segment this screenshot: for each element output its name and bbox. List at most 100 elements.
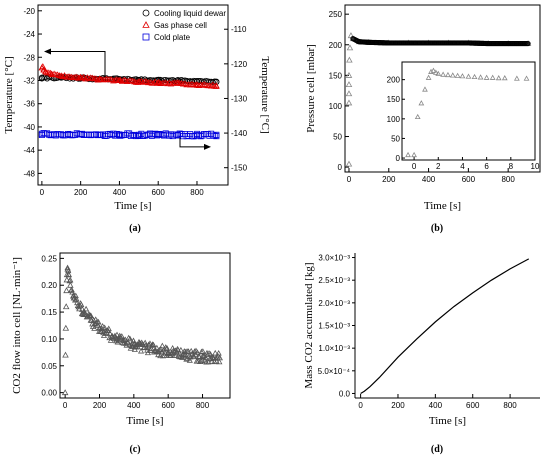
chart-c-point bbox=[196, 353, 203, 360]
chart-b-inset-point-0 bbox=[405, 151, 411, 158]
chart-c-xtick-label-3: 600 bbox=[162, 401, 176, 410]
chart-c-point bbox=[82, 311, 89, 317]
chart-a-ytick-right-label-3: -120 bbox=[231, 60, 248, 69]
chart-a-point bbox=[75, 74, 82, 81]
chart-b-xtick-label-0: 0 bbox=[347, 175, 352, 184]
chart-a-point bbox=[82, 75, 89, 82]
chart-a-point bbox=[185, 132, 192, 139]
chart-c-point-1 bbox=[62, 351, 69, 358]
chart-b-frame bbox=[344, 4, 541, 173]
chart-a-point bbox=[145, 79, 152, 86]
chart-b-inset-point-11 bbox=[445, 71, 451, 78]
chart-b-point-2 bbox=[345, 90, 353, 97]
chart-c-point bbox=[65, 271, 73, 278]
chart-c-point bbox=[91, 325, 98, 331]
chart-a-point bbox=[131, 78, 138, 85]
chart-a-point bbox=[169, 79, 177, 86]
chart-c-point bbox=[102, 330, 109, 336]
chart-c-point bbox=[181, 351, 189, 357]
chart-a-point bbox=[199, 81, 206, 88]
chart-b-inset-ytick-label-2: 100 bbox=[387, 115, 401, 124]
chart-c-point bbox=[90, 317, 97, 323]
chart-b-point-5 bbox=[346, 56, 353, 63]
chart-d-ytick-label-2: 1.0×10⁻³ bbox=[318, 344, 350, 353]
chart-b-point-0 bbox=[345, 160, 353, 167]
chart-a-point-2-2 bbox=[77, 131, 84, 138]
chart-c-point bbox=[78, 301, 85, 308]
chart-a-point bbox=[202, 130, 209, 137]
chart-c-point bbox=[126, 335, 134, 342]
chart-c-ylabel: CO2 flow into cell [NL·min⁻¹] bbox=[11, 257, 23, 394]
chart-b-xlabel: Time [s] bbox=[424, 200, 461, 212]
chart-d-series-line bbox=[360, 258, 530, 394]
chart-c-xtick-label-4: 800 bbox=[196, 401, 210, 410]
chart-b-inset-point-12 bbox=[449, 72, 456, 78]
chart-a-frame bbox=[37, 4, 229, 186]
chart-c-point bbox=[113, 331, 121, 338]
chart-b-inset-xtick-label-2: 4 bbox=[460, 162, 465, 171]
chart-b-inset-point-5 bbox=[425, 74, 432, 80]
chart-c-point bbox=[95, 318, 102, 325]
chart-a-point bbox=[150, 79, 157, 86]
chart-c-point bbox=[67, 276, 74, 283]
chart-a-point bbox=[103, 75, 110, 82]
chart-b-point-6 bbox=[346, 44, 354, 51]
chart-a-point bbox=[206, 132, 213, 139]
chart-a-point bbox=[195, 82, 203, 88]
chart-a-ylabel-right: Temperature [°C] bbox=[259, 56, 271, 133]
chart-d-ytick-label-6: 3.0×10⁻³ bbox=[318, 254, 350, 263]
chart-a-point-1-7 bbox=[96, 75, 104, 82]
chart-a-point bbox=[66, 73, 74, 80]
chart-b-inset-point-16 bbox=[471, 73, 478, 80]
chart-c-point bbox=[205, 358, 212, 365]
chart-a-point bbox=[70, 74, 77, 81]
chart-a-point bbox=[129, 77, 136, 84]
chart-b-series bbox=[345, 32, 532, 167]
chart-b-inset-point-14 bbox=[459, 73, 466, 79]
chart-a-point bbox=[122, 132, 129, 139]
chart-a-point-2-0 bbox=[38, 130, 45, 137]
chart-b-inset-xtick-label-1: 2 bbox=[436, 162, 441, 171]
chart-b-point bbox=[525, 40, 531, 47]
chart-d-ytick-label-5: 2.5×10⁻³ bbox=[318, 276, 350, 285]
chart-c-point-5 bbox=[63, 276, 71, 283]
chart-a-point-1-3 bbox=[42, 68, 50, 75]
chart-a-xtick-label-0: 0 bbox=[40, 188, 45, 197]
chart-d-panel-label: (d) bbox=[431, 444, 443, 455]
chart-c-xtick-label-2: 400 bbox=[127, 401, 141, 410]
chart-a-ylabel: Temperature [°C] bbox=[3, 56, 15, 133]
chart-b-inset-ytick-label-4: 200 bbox=[387, 76, 401, 85]
chart-c-point bbox=[107, 330, 114, 337]
chart-a-point bbox=[197, 81, 204, 88]
chart-b-ylabel: Pressure cell [mbar] bbox=[305, 44, 317, 133]
chart-c-xlabel: Time [s] bbox=[126, 415, 163, 427]
chart-b-inset-frame bbox=[401, 61, 536, 161]
chart-c-ytick-label-5: 0.25 bbox=[41, 254, 57, 263]
chart-c-point bbox=[69, 288, 76, 295]
chart-c-point bbox=[137, 347, 145, 354]
chart-c-point bbox=[99, 322, 106, 329]
chart-c-xtick-label-0: 0 bbox=[63, 401, 68, 410]
chart-c-point bbox=[199, 348, 206, 354]
chart-a-point-2-4 bbox=[116, 131, 123, 138]
chart-b-inset-point-2 bbox=[414, 113, 421, 120]
chart-b-panel-label: (b) bbox=[431, 223, 443, 234]
chart-c-point-3 bbox=[62, 303, 70, 310]
chart-a-point-1-9 bbox=[135, 78, 143, 85]
chart-a-legend-marker-1 bbox=[142, 21, 150, 28]
chart-a-ytick-label-5: -28 bbox=[23, 53, 35, 62]
chart-a-point-1-10 bbox=[154, 79, 162, 86]
chart-a: 0 200 400 600 800 -48 -44 -40 -36 -32 -28 -24 -20 -15… bbox=[3, 4, 271, 234]
chart-c-point bbox=[199, 357, 206, 363]
chart-a-point-2-8 bbox=[193, 132, 200, 139]
chart-a-ytick-label-2: -40 bbox=[23, 123, 35, 132]
chart-b-inset-point-4 bbox=[422, 86, 428, 92]
chart-c-point bbox=[148, 345, 155, 352]
chart-b-inset-point-10 bbox=[440, 71, 446, 77]
chart-b-inset-point-3 bbox=[418, 100, 425, 106]
chart-a-legend-marker-0 bbox=[142, 9, 150, 17]
chart-a-point-2-9 bbox=[213, 131, 220, 138]
chart-d: 0 200 400 600 800 0.0 5.0×10⁻⁴ 1.0×10⁻³ 1.5×10⁻³… bbox=[303, 253, 540, 455]
chart-a-legend-marker-2 bbox=[142, 33, 150, 41]
chart-a-point bbox=[110, 130, 117, 137]
